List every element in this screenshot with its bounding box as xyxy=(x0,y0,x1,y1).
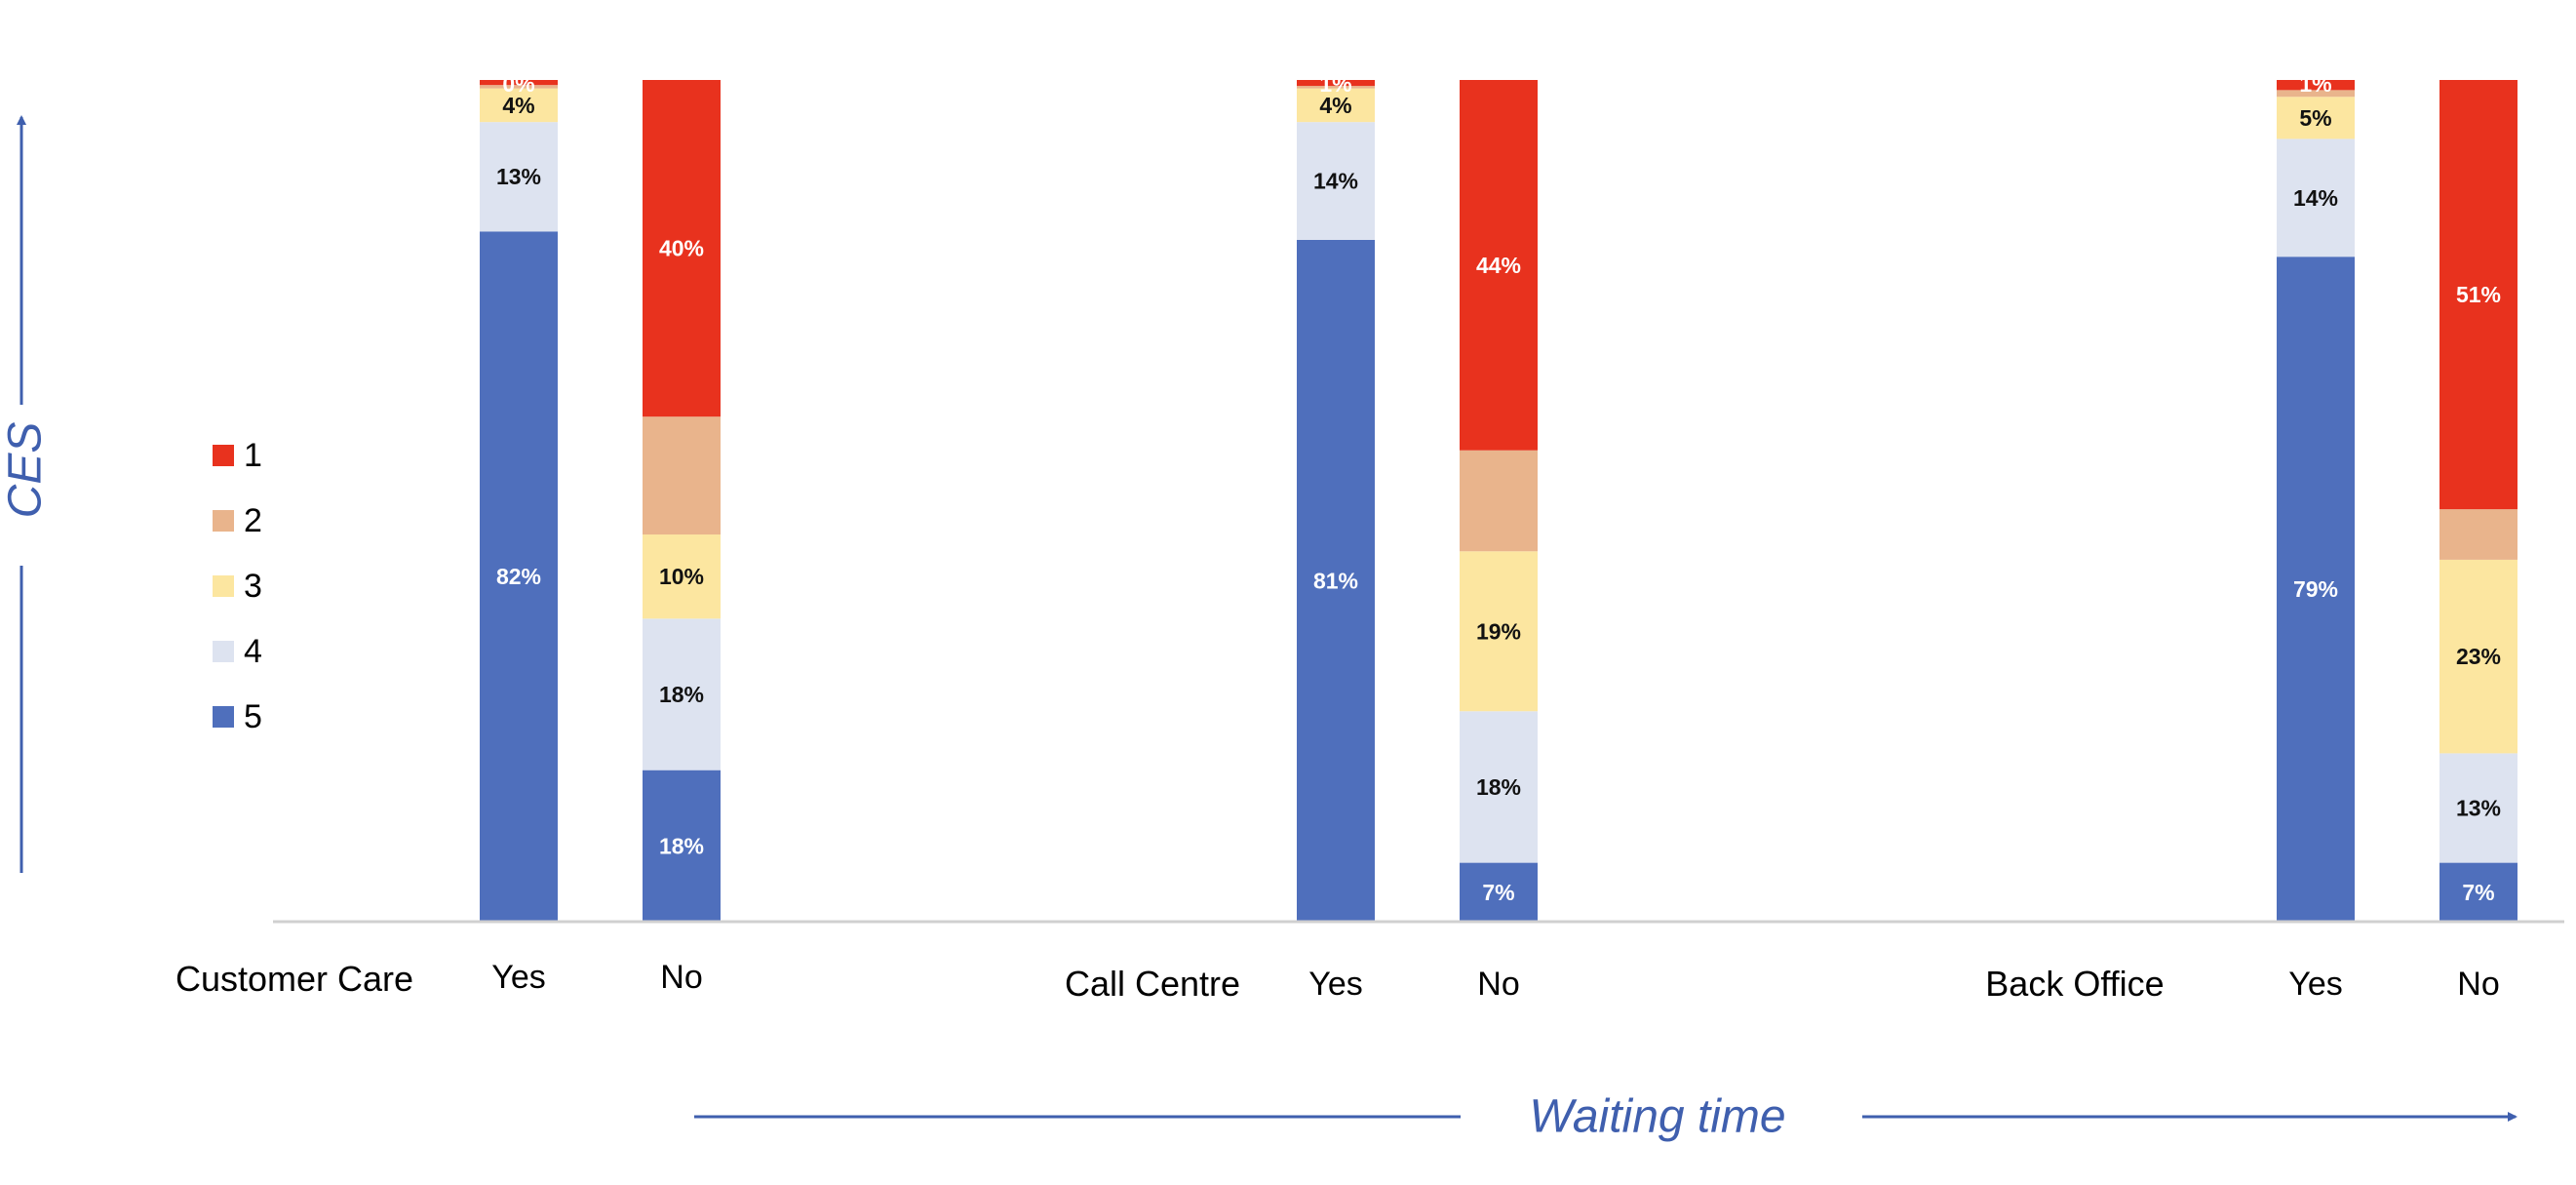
legend-label: 3 xyxy=(244,568,262,605)
data-label: 7% xyxy=(2462,880,2494,905)
bar-segment-2 xyxy=(480,85,558,89)
data-label: 18% xyxy=(659,682,704,707)
bar-no: 7% 13% 23% 51% xyxy=(2439,80,2517,922)
bar-yes: 81% 14% 4%1% xyxy=(1297,71,1375,923)
data-label: 23% xyxy=(2456,644,2501,669)
data-label: 13% xyxy=(2456,795,2501,820)
legend-item-4: 4 xyxy=(213,633,262,670)
bar-yes: 82% 13% 4%0% xyxy=(480,71,558,923)
bar-segment-1 xyxy=(480,80,558,86)
legend-item-2: 2 xyxy=(213,502,262,539)
bar-yes: 79% 14% 5% 1% xyxy=(2277,71,2355,923)
bar-segment-4 xyxy=(480,122,558,232)
category-label: Yes xyxy=(1308,966,1362,1003)
data-label: 13% xyxy=(496,164,541,189)
data-label: 40% xyxy=(659,236,704,261)
bar-segment-5 xyxy=(1297,239,1375,923)
bars-layer: 82%13%4%0%18%18%10%40%81%14%4%1%7%18%19%… xyxy=(480,71,2517,923)
group-label: Customer Care xyxy=(176,959,413,999)
data-label: 51% xyxy=(2456,282,2501,307)
bar-segment-2 xyxy=(1297,86,1375,89)
bar-segment-3 xyxy=(1460,551,1538,712)
data-label: 18% xyxy=(1476,774,1521,800)
category-label: Yes xyxy=(491,959,545,996)
data-label: 10% xyxy=(659,564,704,589)
bar-segment-3 xyxy=(2277,97,2355,139)
data-label: 44% xyxy=(1476,253,1521,278)
legend-item-1: 1 xyxy=(213,437,262,474)
legend-swatch xyxy=(213,575,234,597)
data-label: 19% xyxy=(1476,618,1521,644)
legend-label: 5 xyxy=(244,698,262,735)
legend-swatch xyxy=(213,510,234,532)
data-label: 1% xyxy=(2299,71,2331,97)
bar-segment-3 xyxy=(643,534,721,619)
group-label: Call Centre xyxy=(1065,964,1240,1004)
bar-segment-4 xyxy=(1460,711,1538,863)
legend-label: 4 xyxy=(244,633,262,670)
bar-segment-3 xyxy=(1297,88,1375,123)
bar-segment-4 xyxy=(1297,122,1375,240)
bar-segment-3 xyxy=(2439,559,2517,754)
legend-item-3: 3 xyxy=(213,568,262,605)
category-label: No xyxy=(2457,966,2499,1003)
legend-swatch xyxy=(213,641,234,662)
bar-segment-5 xyxy=(643,770,721,922)
group-label: Back Office xyxy=(1985,964,2164,1004)
data-label: 4% xyxy=(502,93,534,118)
bar-segment-1 xyxy=(643,80,721,417)
bar-segment-5 xyxy=(480,231,558,923)
category-label: Yes xyxy=(2288,966,2342,1003)
legend-item-5: 5 xyxy=(213,698,262,735)
bar-segment-1 xyxy=(2439,80,2517,510)
category-label: No xyxy=(1477,966,1519,1003)
legend: 1 2 3 4 5 xyxy=(213,437,262,735)
bar-segment-1 xyxy=(1460,80,1538,451)
category-label: No xyxy=(660,959,702,996)
data-label: 14% xyxy=(1313,169,1358,194)
data-label: 5% xyxy=(2299,105,2331,131)
bar-segment-4 xyxy=(2277,138,2355,257)
bar-segment-3 xyxy=(480,88,558,123)
legend-label: 1 xyxy=(244,437,262,474)
data-label: 7% xyxy=(1482,880,1514,905)
data-label: 1% xyxy=(1319,71,1351,97)
bar-segment-1 xyxy=(2277,80,2355,91)
data-label: 18% xyxy=(659,833,704,858)
data-label: 82% xyxy=(496,564,541,589)
data-label: 79% xyxy=(2293,576,2338,602)
legend-swatch xyxy=(213,706,234,728)
data-label: 0% xyxy=(502,71,534,97)
bar-segment-2 xyxy=(2439,509,2517,560)
category-labels: Customer Care Yes No Call Centre Yes No Back O… xyxy=(176,959,2500,1004)
bar-segment-4 xyxy=(643,618,721,770)
bar-segment-1 xyxy=(1297,80,1375,87)
data-label: 14% xyxy=(2293,185,2338,211)
bar-no: 7% 18% 19% 44% xyxy=(1460,80,1538,922)
bar-no: 18% 18% 10% 40% xyxy=(643,80,721,922)
data-label: 81% xyxy=(1313,568,1358,593)
legend-label: 2 xyxy=(244,502,262,539)
bar-segment-4 xyxy=(2439,753,2517,863)
bar-segment-5 xyxy=(2277,257,2355,923)
data-label: 4% xyxy=(1319,93,1351,118)
bar-segment-5 xyxy=(1460,862,1538,922)
bar-segment-2 xyxy=(2277,90,2355,98)
bar-segment-2 xyxy=(1460,450,1538,552)
x-axis-title: Waiting time xyxy=(1529,1091,1785,1143)
legend-swatch xyxy=(213,445,234,466)
bar-segment-2 xyxy=(643,416,721,535)
bar-segment-5 xyxy=(2439,862,2517,922)
y-axis-title: CES xyxy=(0,422,52,519)
